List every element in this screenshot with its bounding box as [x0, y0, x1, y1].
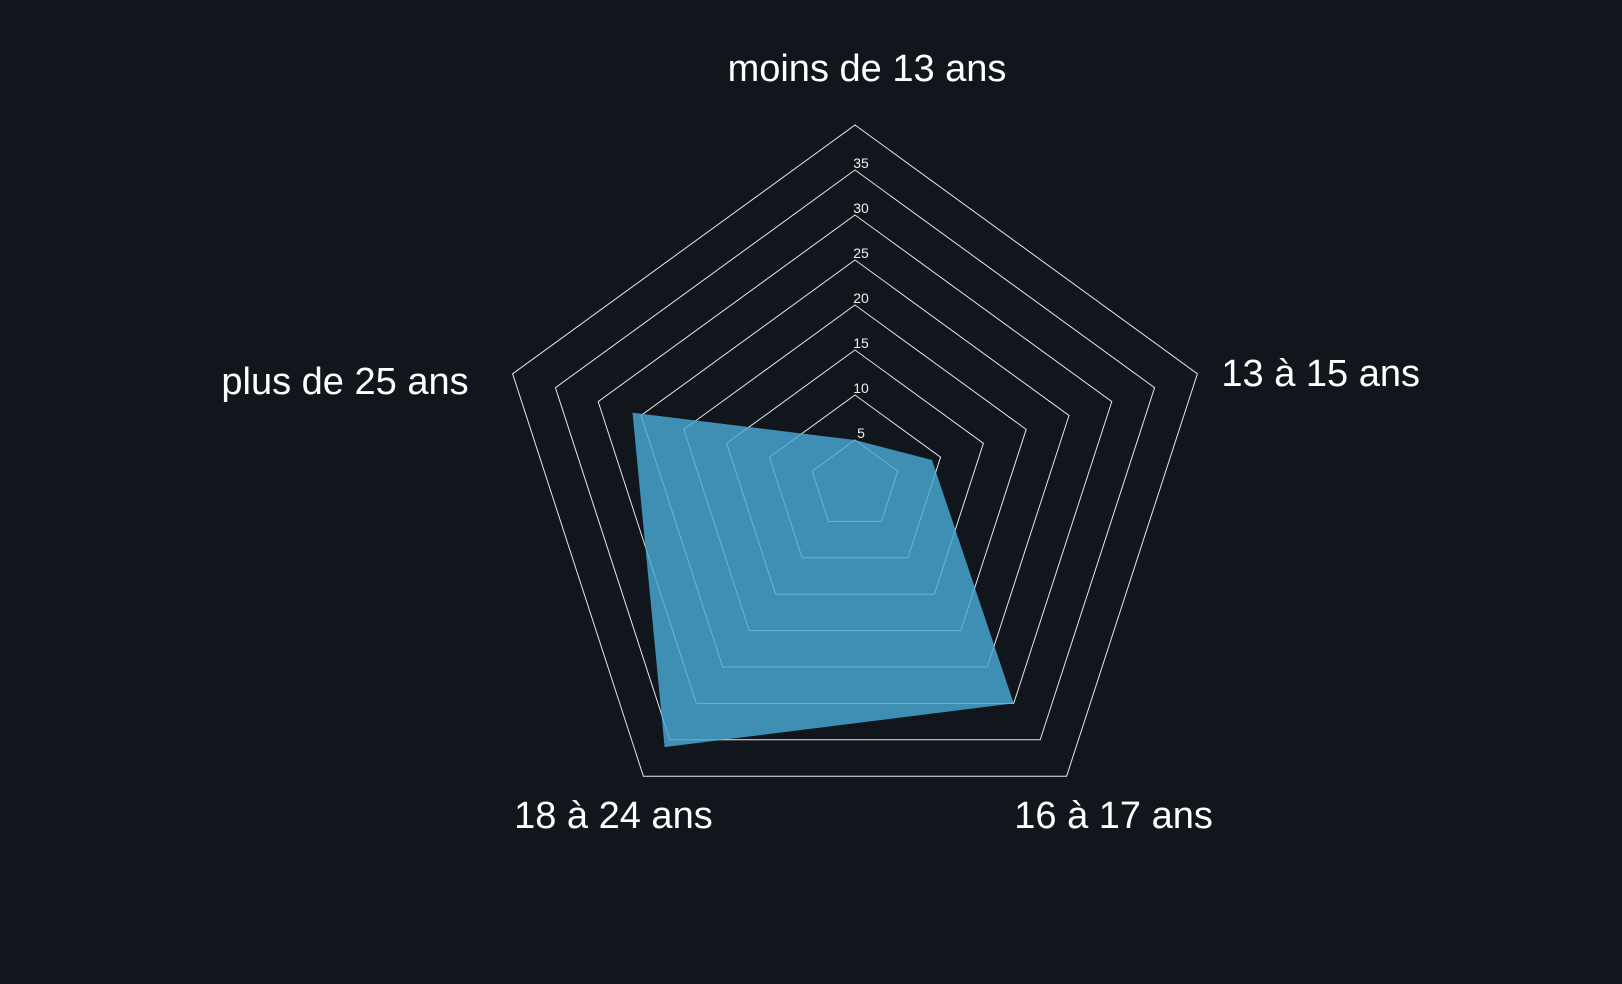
tick-label-15: 15 — [853, 335, 869, 351]
tick-label-20: 20 — [853, 290, 869, 306]
category-label-4: plus de 25 ans — [221, 361, 468, 403]
data-area-layer — [632, 412, 1014, 748]
series-area-0 — [632, 412, 1014, 748]
grid-ring-40 — [512, 124, 1198, 777]
tick-label-30: 30 — [853, 200, 869, 216]
tick-label-5: 5 — [857, 425, 865, 441]
category-label-3: 18 à 24 ans — [514, 795, 713, 837]
category-label-2: 16 à 17 ans — [1014, 795, 1213, 837]
grid-ring-35 — [554, 169, 1156, 741]
category-label-0: moins de 13 ans — [728, 48, 1007, 90]
radial-tick-labels: 5 10 15 20 25 30 35 — [853, 155, 869, 441]
tick-label-35: 35 — [853, 155, 869, 171]
tick-label-10: 10 — [853, 380, 869, 396]
category-label-1: 13 à 15 ans — [1221, 353, 1420, 395]
tick-label-25: 25 — [853, 245, 869, 261]
category-labels: moins de 13 ans 13 à 15 ans 16 à 17 ans 18 … — [221, 48, 1420, 837]
